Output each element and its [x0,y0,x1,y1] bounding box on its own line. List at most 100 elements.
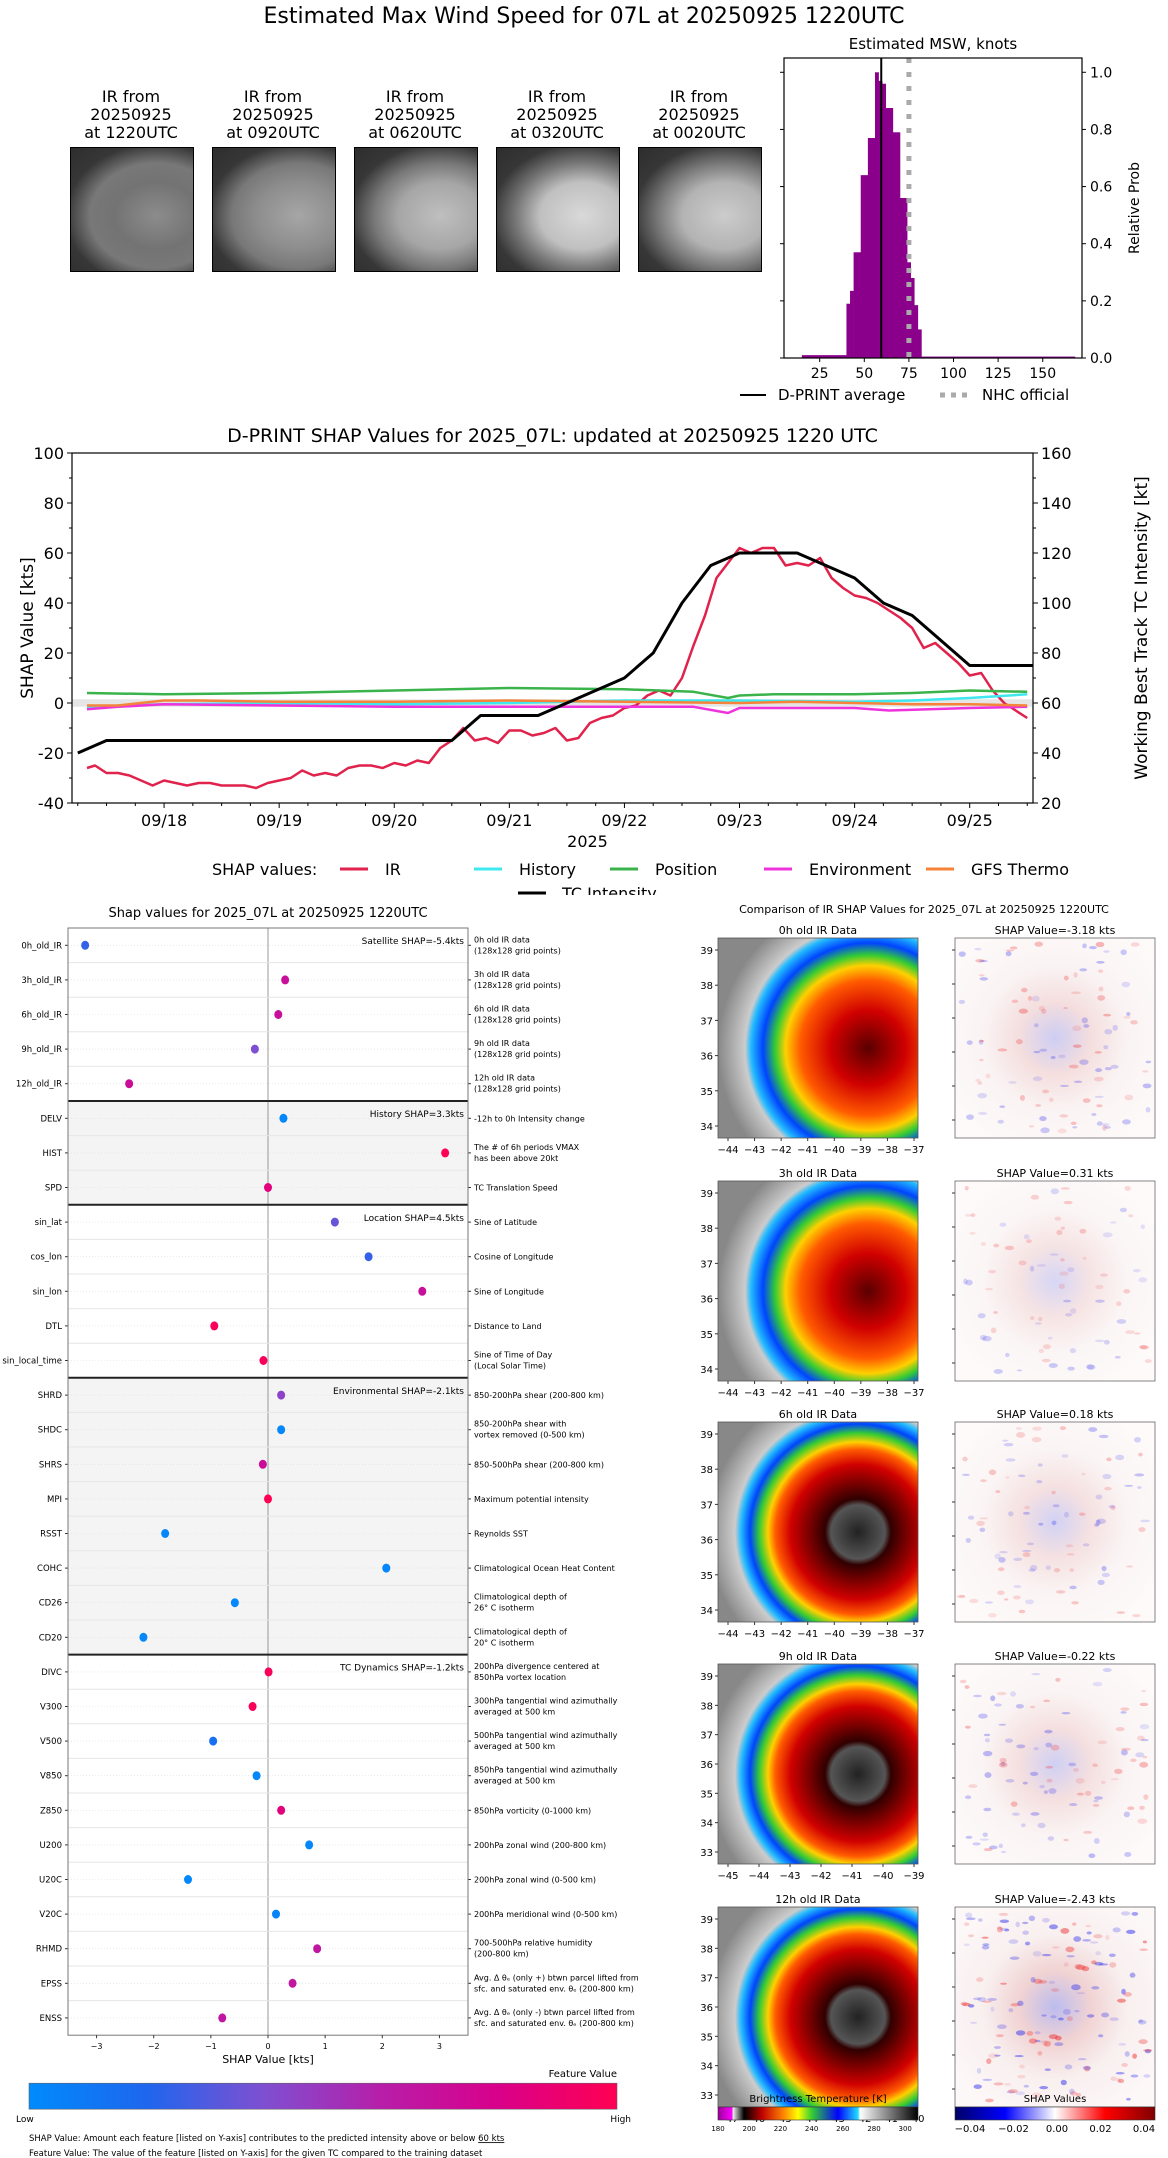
shap-panel-title: SHAP Value=0.18 kts [997,1408,1114,1421]
bt-colorbar-tick-label: 260 [836,2125,849,2133]
shap-heatmap-blob [1060,1928,1070,1934]
shap-heatmap-blob [964,1685,970,1689]
shap-heatmap-blob [1008,1939,1019,1944]
shap-heatmap-blob [1030,1977,1036,1983]
shap-heatmap-blob [997,1119,1004,1124]
shap-heatmap-blob [1094,1051,1102,1054]
shap-heatmap-blob [1013,1585,1022,1589]
shap-heatmap-blob [997,1048,1008,1052]
shap-heatmap-blob [1126,1012,1131,1017]
shap-heatmap-blob [1030,1812,1040,1816]
feature-description: 850-200hPa shear (200-800 km) [474,1391,604,1400]
shap-heatmap-blob [1117,1998,1126,2003]
feature-description: Reynolds SST [474,1530,528,1539]
shap-heatmap-blob [964,1213,973,1217]
shap-heatmap-blob [1137,1486,1142,1489]
shap-heatmap-blob [1022,1781,1028,1785]
feature-name: ENSS [39,2014,62,2024]
series-line-gfs-thermo [87,699,1028,707]
feature-description: 0h old IR data [474,935,530,944]
ir-thumbnail-image [70,147,194,272]
ir-thumbnail-label-line: at 0920UTC [226,123,320,142]
ir-panel-title: 12h old IR Data [775,1893,860,1906]
feature-shap-dot [161,1529,170,1538]
lon-tick-label: −44 [717,1388,738,1399]
shap-heatmap-blob [982,2078,993,2081]
feature-name: SHRD [38,1391,63,1401]
shap-heatmap-blob [993,2046,1001,2049]
ir-thumbnail-label-line: at 0620UTC [368,123,462,142]
shap-heatmap-blob [1145,1060,1152,1064]
shap-heatmap-blob [1127,1806,1135,1811]
shap-heatmap-blob [1120,1911,1131,1916]
shap-heatmap-blob [1106,1457,1112,1462]
shap-heatmap-blob [988,1469,997,1476]
shap-heatmap-blob [1084,2065,1091,2072]
shap-heatmap-image [954,1180,1156,1382]
colorbar-low-label: Low [16,2115,34,2125]
shap-heatmap-blob [1094,1095,1104,1098]
feature-name: COHC [37,1564,62,1574]
shap-heatmap-blob [984,1738,990,1743]
shap-heatmap-blob [1053,1567,1061,1573]
feature-name: U200 [40,1841,62,1851]
x-axis-label: SHAP Value [kts] [222,2053,314,2066]
feature-description: Climatological Ocean Heat Content [474,1564,615,1573]
shap-heatmap-blob [1031,1672,1041,1676]
ir-thumbnail-label-line: 20250925 [658,105,740,124]
feature-description: (128x128 grid points) [474,1085,561,1094]
shap-heatmap-blob [1011,1812,1020,1816]
shap-heatmap-blob [1070,1308,1077,1314]
shap-heatmap-blob [1048,1363,1058,1369]
shap-heatmap-blob [990,1695,996,1702]
shap-heatmap-blob [966,1040,973,1045]
shap-heatmap-blob [1068,1803,1078,1807]
shap-heatmap-blob [1051,1988,1060,1992]
histogram-bar [885,108,894,358]
shap-heatmap-blob [1032,1950,1042,1957]
shap-heatmap-blob [1064,1511,1069,1518]
shap-heatmap-blob [1028,1568,1036,1572]
shap-heatmap-blob [960,2001,968,2006]
histogram-bar [917,329,922,358]
x-tick-label: 09/24 [832,811,878,830]
shap-heatmap-blob [1137,1818,1148,1824]
shap-heatmap-blob [1076,1792,1085,1796]
shap-heatmap-blob [1086,1364,1094,1370]
shap-heatmap-blob [1097,1579,1105,1586]
lat-tick-label: 36 [700,1760,713,1771]
shap-heatmap-blob [976,1977,984,1982]
shap-heatmap-blob [983,1807,992,1812]
bt-colorbar-tick-label: 240 [805,2125,818,2133]
lat-tick-label: 33 [700,1848,713,1859]
feature-name: 3h_old_IR [21,976,62,986]
shap-heatmap-blob [1037,2051,1043,2056]
shap-heatmap-blob [1022,1511,1030,1515]
shap-heatmap-blob [1134,1436,1141,1443]
shap-heatmap-blob [1074,2009,1080,2013]
x-tick-label: 09/20 [371,811,417,830]
lat-tick-label: 38 [700,1701,713,1712]
feature-name: CD26 [39,1599,62,1609]
shap-heatmap-blob [993,1311,998,1314]
shap-heatmap-blob [1123,1015,1131,1019]
shap-heatmap-blob [1112,1927,1121,1933]
shap-heatmap-blob [1054,1216,1062,1221]
shap-heatmap-blob [979,1527,986,1533]
feature-description: (128x128 grid points) [474,981,561,990]
shap-heatmap-blob [1026,1239,1032,1244]
feature-name: RHMD [36,1945,63,1955]
histogram-title: Estimated MSW, knots [849,35,1018,53]
shap-heatmap-blob [998,1723,1007,1726]
shap-heatmap-blob [994,1703,1002,1707]
feature-value-colorbar [28,2082,618,2110]
shap-heatmap-blob [1049,1253,1059,1256]
feature-description: 850hPa vorticity (0-1000 km) [474,1806,591,1815]
shap-heatmap-blob [1072,1025,1082,1032]
shap-heatmap-blob [1021,1549,1032,1552]
shap-heatmap-blob [1041,1358,1051,1363]
shap-heatmap-blob [1123,1811,1131,1818]
shap-heatmap-blob [997,1590,1005,1596]
shap-heatmap-blob [1038,1005,1045,1011]
lat-tick-label: 37 [700,1016,713,1027]
